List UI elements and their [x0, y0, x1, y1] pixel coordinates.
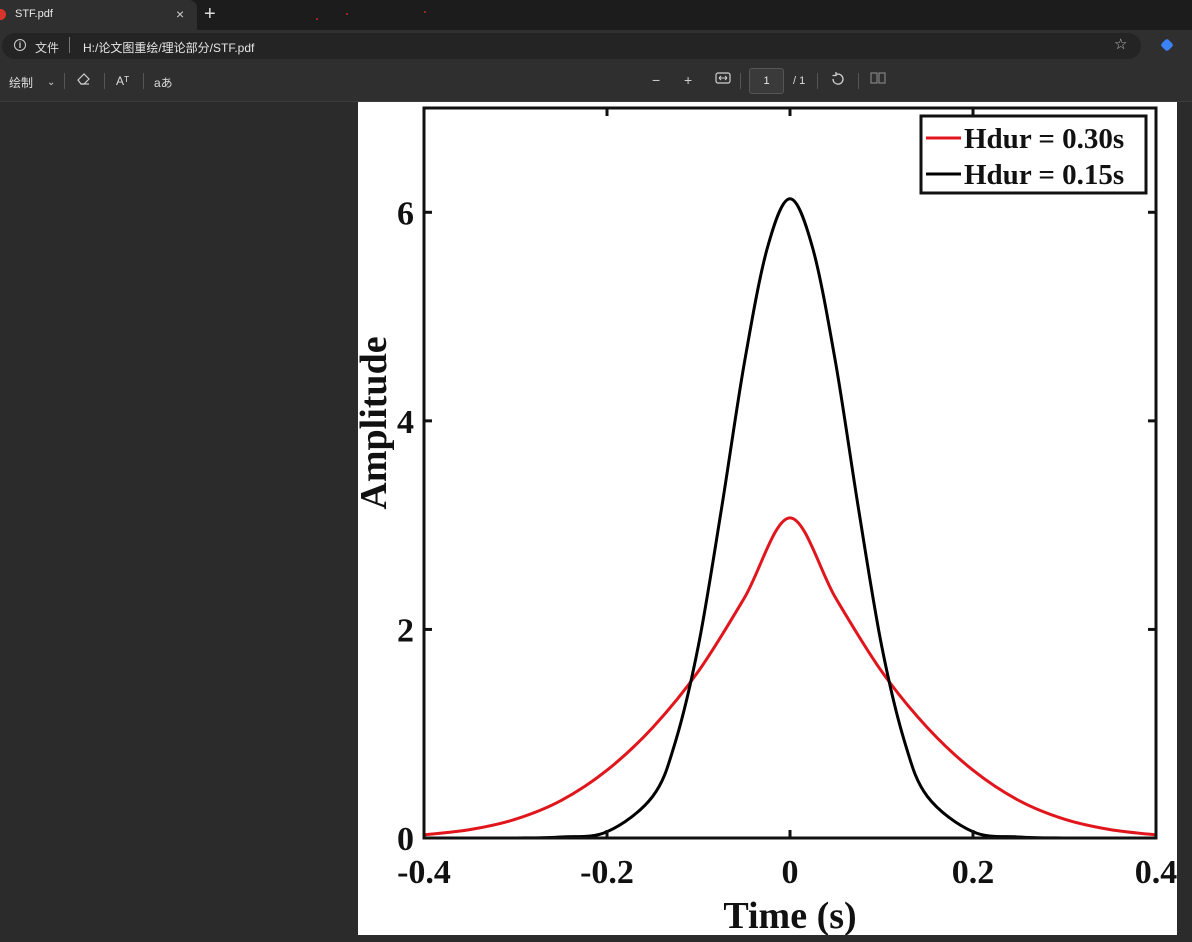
decorative-dot: [424, 11, 426, 13]
chevron-down-icon[interactable]: ⌄: [47, 77, 56, 88]
tab-title: STF.pdf: [15, 8, 53, 20]
address-divider: [69, 37, 70, 53]
x-tick-label: 0.4: [1135, 854, 1177, 891]
legend-box: [919, 114, 1148, 195]
legend-label-2: Hdur = 0.15s: [964, 159, 1124, 191]
x-tick-label: -0.2: [580, 854, 634, 891]
plot-frame: [422, 106, 1158, 840]
pdf-page: -0.4 -0.2 0 0.2 0.4 0 2 4 6 Time (s) Amplitude Hdur…: [353, 102, 1177, 937]
toolbar-divider: [143, 73, 144, 89]
toolbar-divider: [64, 73, 65, 89]
x-axis-label: Time (s): [723, 895, 856, 935]
toolbar-divider: [858, 73, 859, 89]
translate-button[interactable]: aあ: [154, 76, 173, 90]
series-line-2: [515, 197, 1065, 840]
page-number-input[interactable]: 1: [749, 68, 784, 94]
favorite-star-icon[interactable]: ☆: [1114, 36, 1128, 53]
rotate-icon[interactable]: [830, 71, 846, 91]
close-tab-icon[interactable]: ×: [176, 6, 185, 22]
x-tick-label: 0: [782, 854, 799, 891]
toolbar-divider: [817, 73, 818, 89]
url-field[interactable]: i 文件 H:/论文图重绘/理论部分/STF.pdf ☆: [2, 33, 1141, 59]
toolbar-divider: [740, 73, 741, 89]
legend-label-1: Hdur = 0.30s: [964, 123, 1124, 155]
y-tick-label: 4: [397, 404, 414, 441]
zoom-in-button[interactable]: +: [684, 72, 693, 88]
eraser-icon[interactable]: [76, 71, 91, 90]
new-tab-button[interactable]: +: [204, 3, 216, 25]
zoom-out-button[interactable]: −: [652, 72, 661, 88]
series-line-1: [423, 516, 1157, 837]
tab-stf-pdf[interactable]: STF.pdf ×: [0, 0, 197, 30]
x-tick-label: 0.2: [952, 854, 995, 891]
info-icon[interactable]: i: [14, 39, 26, 51]
y-tick-label: 0: [397, 821, 414, 858]
pdf-favicon-icon: [0, 9, 6, 20]
page-total: / 1: [793, 75, 806, 87]
decorative-dot: [346, 13, 348, 15]
address-bar: i 文件 H:/论文图重绘/理论部分/STF.pdf ☆: [0, 30, 1192, 61]
draw-button[interactable]: 绘制: [9, 76, 34, 90]
y-tick-label: 6: [397, 195, 414, 232]
page-view-icon[interactable]: [870, 71, 886, 89]
fit-width-icon[interactable]: [715, 71, 731, 89]
read-aloud-button[interactable]: Aᵀ: [116, 74, 130, 88]
y-axis-label: Amplitude: [358, 336, 395, 509]
pdf-toolbar: 绘制 ⌄ Aᵀ aあ − + 1 / 1: [0, 61, 1192, 102]
url-text[interactable]: H:/论文图重绘/理论部分/STF.pdf: [83, 41, 255, 55]
decorative-dot: [316, 18, 318, 20]
line-chart: -0.4 -0.2 0 0.2 0.4 0 2 4 6 Time (s) Amplitude Hdur…: [353, 106, 1177, 937]
x-tick-label: -0.4: [397, 854, 451, 891]
y-tick-label: 2: [397, 612, 414, 649]
toolbar-divider: [104, 73, 105, 89]
file-label: 文件: [35, 41, 60, 55]
tab-strip: STF.pdf × +: [0, 0, 1192, 30]
